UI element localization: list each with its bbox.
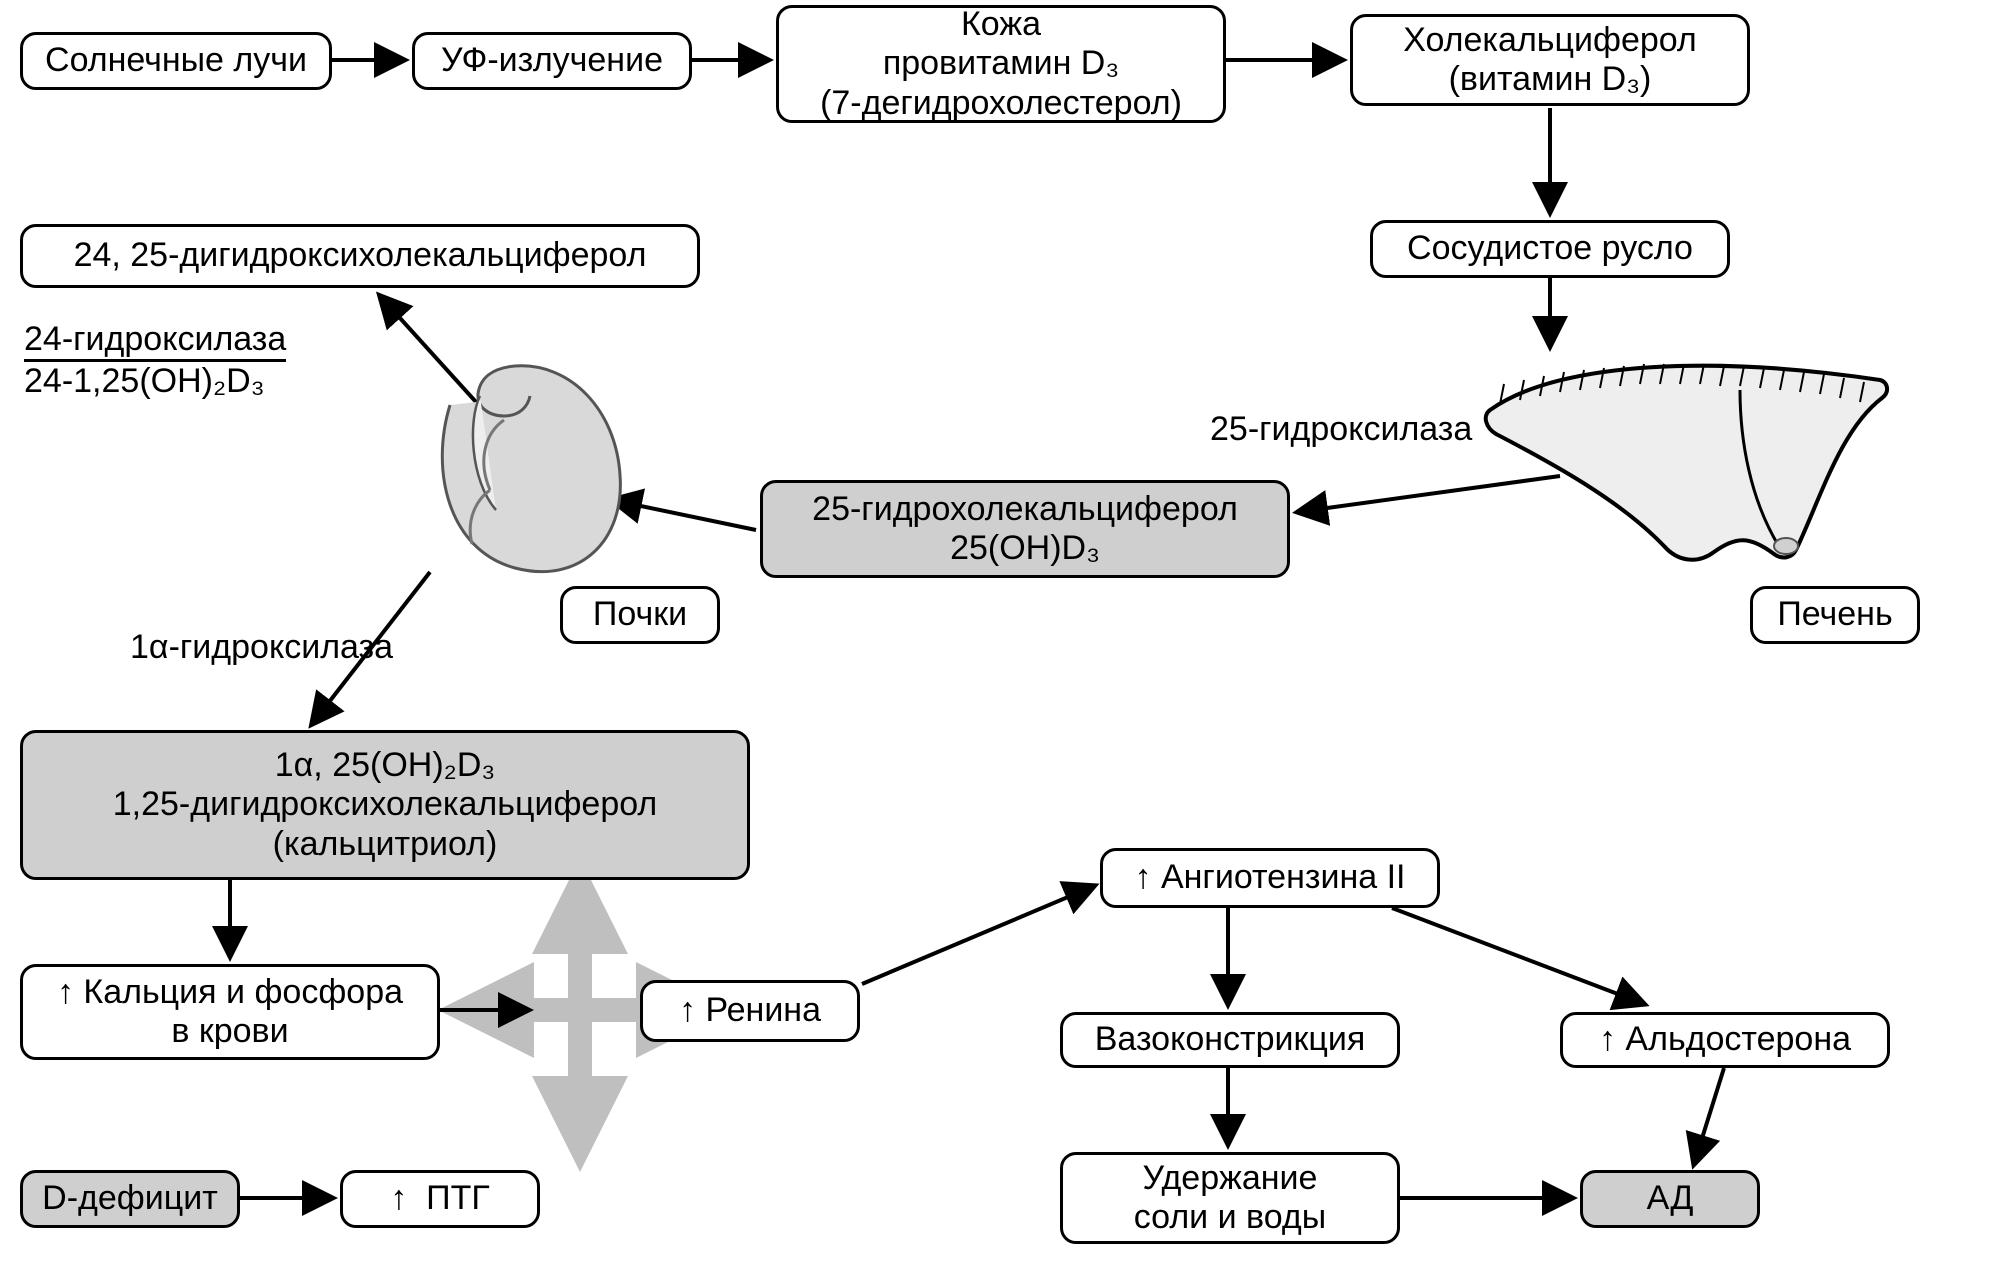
node-calcitriol: 1α, 25(OH)₂D₃ 1,25-дигидроксихолекальциф… <box>20 730 750 880</box>
node-ca_p: ↑ Кальция и фосфора в крови <box>20 964 440 1060</box>
arrow-angio-to-aldo <box>1392 908 1644 1004</box>
node-chole: Холекальциферол (витамин D₃) <box>1350 14 1750 106</box>
label-h25: 25-гидроксилаза <box>1210 410 1472 449</box>
label-h1a: 1α-гидроксилаза <box>130 628 393 667</box>
arrow-aldo-to-bp <box>1694 1068 1724 1164</box>
node-kidney_lbl: Почки <box>560 586 720 644</box>
liver-icon <box>1486 364 1887 560</box>
node-d25oh: 25-гидрохолекальциферол 25(OH)D₃ <box>760 480 1290 578</box>
diagram-stage: Солнечные лучи УФ-излучение Кожа провитами… <box>0 0 1991 1267</box>
arrow-liver-to-d25oh <box>1298 476 1560 512</box>
node-d24_25: 24, 25-дигидроксихолекальциферол <box>20 224 700 288</box>
node-pth: ↑ ПТГ <box>340 1170 540 1228</box>
arrow-d25oh-to-kidney <box>612 500 756 530</box>
node-skin: Кожа провитамин D₃ (7-дегидрохолестерол) <box>776 5 1226 123</box>
node-renin: ↑ Ренина <box>640 980 860 1042</box>
node-vascular: Сосудистое русло <box>1370 220 1730 278</box>
node-d_def: D-дефицит <box>20 1170 240 1228</box>
arrow-renin-to-angio <box>862 886 1094 984</box>
node-retent: Удержание соли и воды <box>1060 1152 1400 1244</box>
node-vasoc: Вазоконстрикция <box>1060 1012 1400 1068</box>
kidney-icon <box>442 366 620 572</box>
node-sun: Солнечные лучи <box>20 32 332 90</box>
label-h24_frac: 24-гидроксилаза24-1,25(OH)₂D₃ <box>24 320 286 401</box>
arrow-kidney-to-d24_25 <box>380 296 476 402</box>
node-uv: УФ-излучение <box>412 32 692 90</box>
node-liver_lbl: Печень <box>1750 586 1920 644</box>
node-angio: ↑ Ангиотензина II <box>1100 848 1440 908</box>
node-bp: АД <box>1580 1170 1760 1228</box>
node-aldo: ↑ Альдостерона <box>1560 1012 1890 1068</box>
